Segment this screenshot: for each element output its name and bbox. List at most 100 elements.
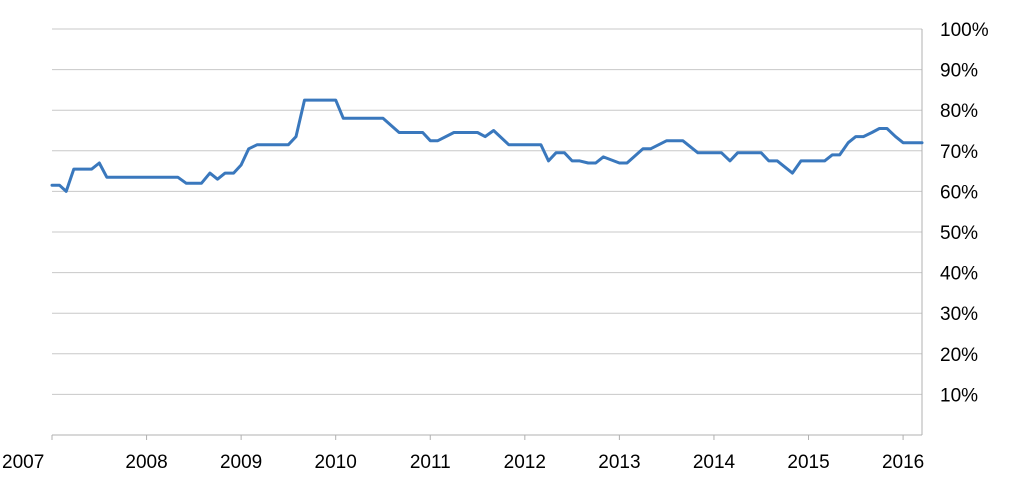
data-point [492,129,495,132]
data-point [831,153,834,156]
data-point [51,184,54,187]
data-point [862,135,865,138]
data-point [436,139,439,142]
data-point [279,143,282,146]
axes [51,29,923,440]
data-point [894,135,897,138]
x-tick-label: 2010 [315,452,357,473]
x-tick-label: 2015 [787,452,829,473]
x-tick-label: 2016 [882,452,924,473]
data-point [429,139,432,142]
y-tick-label: 10% [940,385,978,406]
series-line [50,98,924,193]
data-point [921,141,924,144]
data-point [800,159,803,162]
data-point [65,190,68,193]
x-tick-labels: 2007 2008 2009 2010 2011 2012 2013 2014 2015 2016 [2,452,924,473]
data-point [232,172,235,175]
y-tick-label: 60% [940,182,978,203]
data-point [673,139,676,142]
data-point [807,159,810,162]
data-point [649,147,652,150]
data-point [729,159,732,162]
data-point [342,117,345,120]
data-point [681,139,684,142]
x-tick-label: 2014 [693,452,736,473]
data-point [696,151,699,154]
x-tick-label: 2007 [2,452,44,473]
data-point [295,135,298,138]
y-tick-label: 30% [940,304,978,325]
data-point [767,159,770,162]
data-point [117,176,120,179]
data-point [484,135,487,138]
data-point [358,117,361,120]
data-point [81,168,84,171]
data-point [90,168,93,171]
data-point [145,176,148,179]
y-tick-label: 50% [940,223,978,244]
data-point [382,117,385,120]
data-point [563,151,566,154]
data-point [776,159,779,162]
series [50,98,924,193]
data-point [602,155,605,158]
x-tick-label: 2012 [504,452,546,473]
y-tick-label: 70% [940,142,978,163]
y-tick-label: 20% [940,345,978,366]
data-point [271,143,274,146]
data-point [909,141,912,144]
data-point [555,151,558,154]
data-point [159,176,162,179]
data-point [823,159,826,162]
data-point [815,159,818,162]
data-point [642,147,645,150]
data-point [98,162,101,165]
data-point [571,159,574,162]
data-point [507,143,510,146]
data-point [72,168,75,171]
data-point [531,143,534,146]
x-tick-label: 2011 [410,452,451,473]
data-point [176,176,179,179]
data-point [578,159,581,162]
data-point [216,178,219,181]
data-point [760,151,763,154]
data-point [523,143,526,146]
data-point [878,127,881,130]
gridlines [52,28,922,395]
data-point [720,151,723,154]
y-tick-label: 40% [940,264,978,285]
data-point [318,99,321,102]
data-point [303,99,306,102]
y-tick-label: 100% [940,20,989,41]
data-point [398,131,401,134]
data-point [705,151,708,154]
data-point [413,131,416,134]
data-point [469,131,472,134]
data-point [131,176,134,179]
data-point [547,159,550,162]
data-point [105,176,108,179]
data-point [791,172,794,175]
data-point [256,143,259,146]
data-point [665,139,668,142]
data-point [247,147,250,150]
data-point [886,127,889,130]
data-point [713,151,716,154]
y-tick-labels: 10% 20% 30% 40% 50% 60% 70% 80% 90% 100% [940,20,989,406]
data-point [185,182,188,185]
data-point [902,141,905,144]
data-point [854,135,857,138]
data-point [421,131,424,134]
y-tick-label: 80% [940,101,978,122]
x-tick-label: 2008 [125,452,167,473]
data-point [287,143,290,146]
data-point [452,131,455,134]
data-point [626,162,629,165]
data-point [838,153,841,156]
data-point [476,131,479,134]
data-point [169,176,172,179]
data-point [208,172,211,175]
